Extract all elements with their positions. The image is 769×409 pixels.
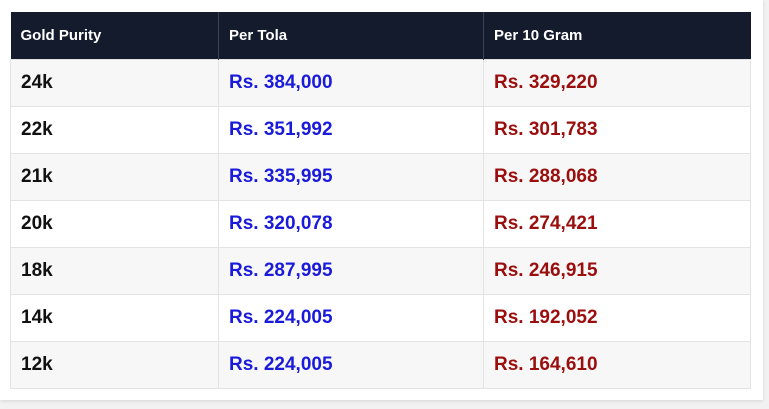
purity-cell: 14k (10, 293, 219, 342)
purity-cell: 18k (10, 246, 219, 295)
table-row: 14k Rs. 224,005 Rs. 192,052 (10, 293, 751, 342)
table-header-row: Gold Purity Per Tola Per 10 Gram (10, 12, 751, 59)
per-tola-cell: Rs. 335,995 (218, 152, 484, 201)
purity-cell: 20k (10, 199, 219, 248)
per-tola-cell: Rs. 384,000 (218, 58, 484, 107)
table-row: 22k Rs. 351,992 Rs. 301,783 (10, 105, 751, 154)
header-gold-purity: Gold Purity (10, 12, 219, 59)
header-per-tola: Per Tola (218, 12, 484, 59)
purity-cell: 24k (10, 58, 219, 107)
table-row: 12k Rs. 224,005 Rs. 164,610 (10, 340, 751, 389)
purity-cell: 21k (10, 152, 219, 201)
table-row: 24k Rs. 384,000 Rs. 329,220 (10, 58, 751, 107)
per-10-gram-cell: Rs. 288,068 (483, 152, 751, 201)
per-10-gram-cell: Rs. 301,783 (483, 105, 751, 154)
per-10-gram-cell: Rs. 246,915 (483, 246, 751, 295)
table-row: 21k Rs. 335,995 Rs. 288,068 (10, 152, 751, 201)
per-tola-cell: Rs. 287,995 (218, 246, 484, 295)
table-row: 18k Rs. 287,995 Rs. 246,915 (10, 246, 751, 295)
per-10-gram-cell: Rs. 274,421 (483, 199, 751, 248)
purity-cell: 12k (10, 340, 219, 389)
per-tola-cell: Rs. 320,078 (218, 199, 484, 248)
table-row: 20k Rs. 320,078 Rs. 274,421 (10, 199, 751, 248)
per-10-gram-cell: Rs. 329,220 (483, 58, 751, 107)
gold-rate-card: Gold Purity Per Tola Per 10 Gram 24k Rs.… (0, 0, 763, 400)
per-tola-cell: Rs. 224,005 (218, 340, 484, 389)
per-10-gram-cell: Rs. 192,052 (483, 293, 751, 342)
header-per-10-gram: Per 10 Gram (483, 12, 751, 59)
purity-cell: 22k (10, 105, 219, 154)
per-tola-cell: Rs. 224,005 (218, 293, 484, 342)
per-10-gram-cell: Rs. 164,610 (483, 340, 751, 389)
per-tola-cell: Rs. 351,992 (218, 105, 484, 154)
gold-rate-table: Gold Purity Per Tola Per 10 Gram 24k Rs.… (10, 12, 751, 389)
